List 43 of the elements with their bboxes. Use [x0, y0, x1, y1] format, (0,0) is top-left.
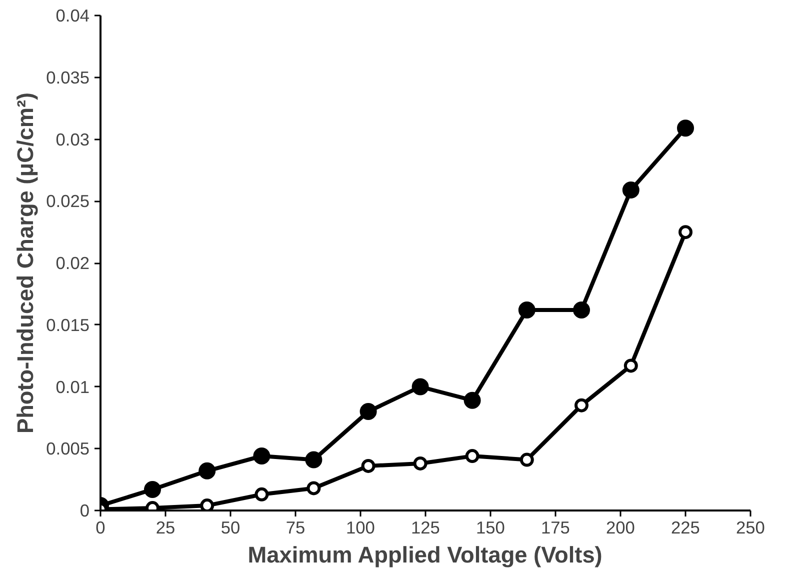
y-tick-label: 0.015: [46, 314, 90, 335]
point: [253, 448, 270, 465]
point: [412, 378, 429, 396]
x-tick-label: 250: [736, 518, 765, 538]
point: [198, 462, 216, 480]
y-tick-label: 0.005: [46, 438, 90, 459]
point: [361, 458, 376, 473]
x-tick-label: 75: [286, 518, 306, 538]
point: [520, 452, 534, 467]
point: [254, 487, 269, 502]
x-tick-label: 25: [156, 518, 176, 538]
x-tick-label: 0: [96, 518, 106, 538]
x-tick-label: 50: [220, 518, 240, 538]
x-tick-label: 225: [671, 518, 700, 538]
y-tick-label: 0.04: [56, 6, 90, 26]
point: [678, 225, 692, 240]
y-axis-title: Photo-Induced Charge (μC/cm²): [12, 92, 38, 434]
point: [574, 398, 588, 412]
point: [677, 120, 694, 137]
y-tick-label: 0.03: [56, 129, 90, 150]
point: [624, 358, 638, 373]
x-tick-label: 125: [411, 518, 440, 538]
x-tick-label: 100: [346, 518, 375, 538]
point: [518, 302, 536, 319]
point: [306, 481, 321, 496]
point: [465, 449, 480, 464]
point: [464, 392, 481, 409]
point: [305, 451, 322, 468]
y-tick-label: 0.035: [46, 67, 90, 88]
point: [413, 456, 428, 470]
x-tick-label: 175: [541, 518, 570, 538]
y-tick-label: 0.025: [46, 191, 90, 212]
point: [200, 498, 214, 510]
x-tick-label: 150: [476, 518, 505, 538]
y-tick-label: 0.01: [56, 376, 90, 397]
point: [573, 302, 590, 319]
x-axis-title: Maximum Applied Voltage (Volts): [248, 542, 602, 568]
point: [144, 480, 161, 498]
point: [622, 182, 640, 198]
y-tick-label: 0.02: [56, 253, 90, 273]
x-tick-label: 200: [606, 518, 635, 538]
y-tick-label: 0: [80, 500, 90, 520]
point: [360, 403, 377, 420]
